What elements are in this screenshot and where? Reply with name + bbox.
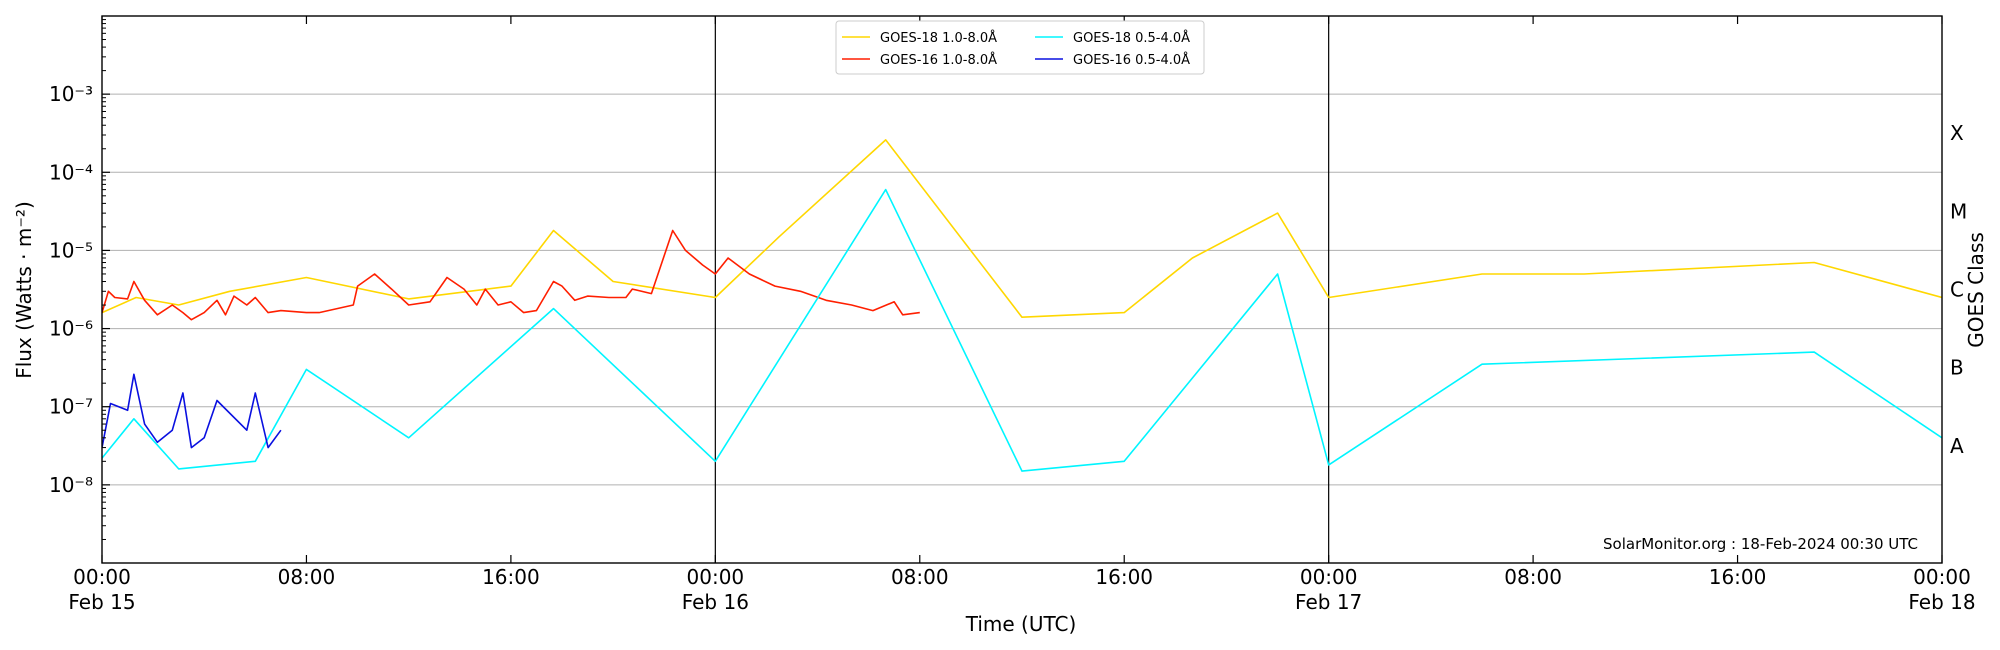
legend-label: GOES-18 0.5-4.0Å xyxy=(1073,30,1190,46)
watermark-text: SolarMonitor.org : 18-Feb-2024 00:30 UTC xyxy=(1603,535,1918,553)
series-lines xyxy=(102,139,1942,472)
x-tick-date-label: Feb 16 xyxy=(682,590,749,614)
goes-class-label: X xyxy=(1950,121,1964,145)
goes-class-labels: A B C M X xyxy=(1950,121,1967,458)
x-tick-label: 16:00 xyxy=(1709,565,1767,589)
x-tick-label: 00:00 xyxy=(687,565,745,589)
goes-class-label: C xyxy=(1950,278,1964,302)
series-line xyxy=(102,229,920,321)
x-tick-label: 08:00 xyxy=(891,565,949,589)
x-tick-label: 00:00 xyxy=(1913,565,1971,589)
plot-frame xyxy=(101,15,1943,564)
grid-lines xyxy=(102,93,1942,486)
x-tick-label: 08:00 xyxy=(1504,565,1562,589)
goes-class-label: M xyxy=(1950,199,1967,223)
x-tick-date-label: Feb 15 xyxy=(68,590,135,614)
x-tick-label: 16:00 xyxy=(482,565,540,589)
series-line xyxy=(102,188,1942,472)
legend-box xyxy=(835,20,1205,75)
x-tick-date-label: Feb 18 xyxy=(1908,590,1975,614)
y-tick-label: 10⁻⁵ xyxy=(49,238,93,262)
series-line xyxy=(102,373,282,449)
y-tick-label: 10⁻⁶ xyxy=(49,317,93,341)
goes-class-label: A xyxy=(1950,434,1964,458)
y-tick-label: 10⁻³ xyxy=(49,82,93,106)
x-axis-title: Time (UTC) xyxy=(965,612,1077,636)
y-axis-title: Flux (Watts · m⁻²) xyxy=(12,201,36,379)
legend: GOES-18 1.0-8.0Å GOES-16 1.0-8.0Å GOES-18 … xyxy=(835,20,1205,75)
legend-label: GOES-16 1.0-8.0Å xyxy=(880,52,997,68)
goes-class-label: B xyxy=(1950,356,1964,380)
y-tick-label: 10⁻⁴ xyxy=(49,160,93,184)
legend-label: GOES-18 1.0-8.0Å xyxy=(880,30,997,46)
plot-area xyxy=(102,16,1942,563)
y-axis-ticks: 10⁻⁸ 10⁻⁷ 10⁻⁶ 10⁻⁵ 10⁻⁴ 10⁻³ xyxy=(49,19,110,540)
series-line xyxy=(102,139,1942,319)
legend-label: GOES-16 0.5-4.0Å xyxy=(1073,52,1190,68)
x-tick-label: 00:00 xyxy=(73,565,131,589)
x-tick-label: 08:00 xyxy=(278,565,336,589)
x-tick-date-label: Feb 17 xyxy=(1295,590,1362,614)
y-tick-label: 10⁻⁸ xyxy=(49,473,93,497)
x-tick-label: 16:00 xyxy=(1095,565,1153,589)
y-tick-label: 10⁻⁷ xyxy=(49,395,93,419)
day-dividers xyxy=(714,16,1330,563)
x-tick-label: 00:00 xyxy=(1300,565,1358,589)
right-axis-title: GOES Class xyxy=(1964,232,1988,348)
